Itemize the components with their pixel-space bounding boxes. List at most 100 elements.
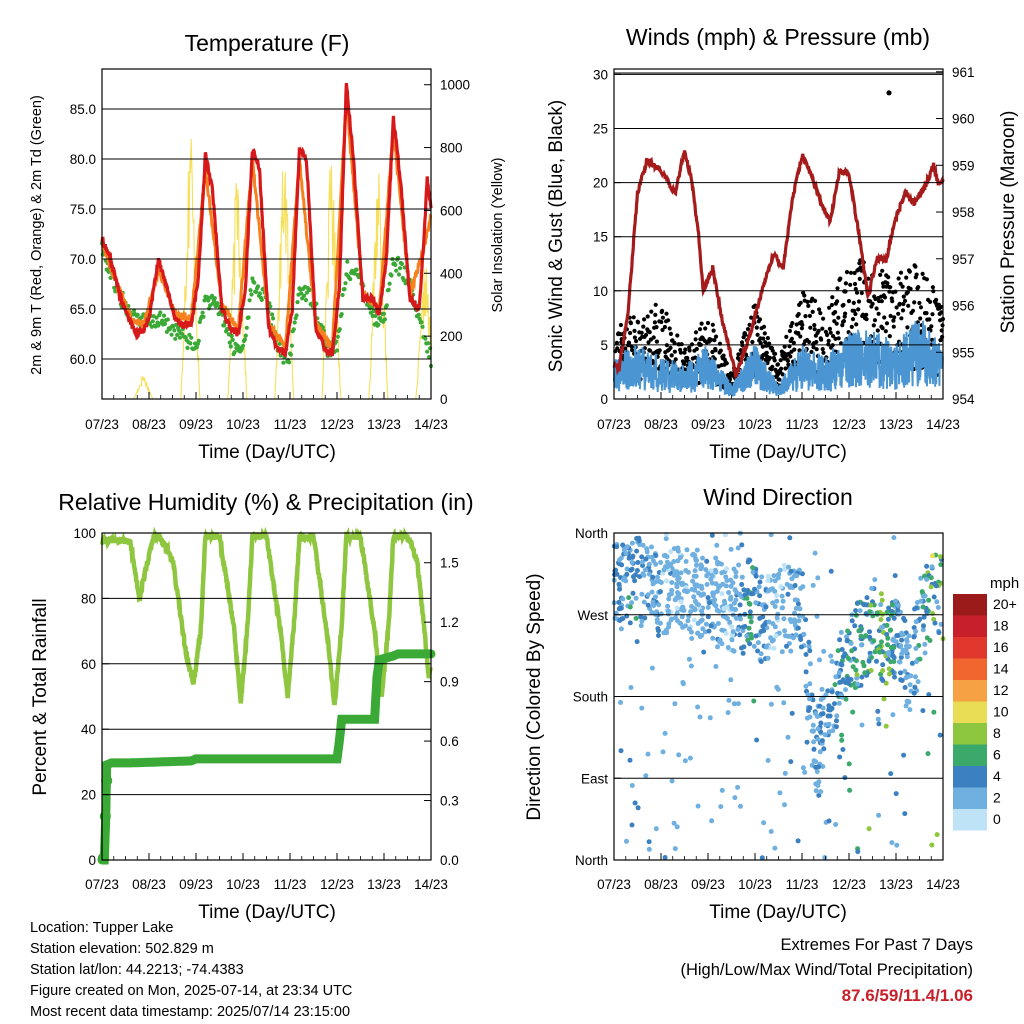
direction-point [806, 644, 812, 650]
temperature-plot-data [99, 82, 434, 400]
direction-point [819, 686, 825, 692]
direction-point [785, 591, 791, 597]
gust-point [902, 298, 908, 303]
dewpoint-point [150, 319, 155, 324]
direction-point [713, 581, 719, 587]
direction-point [909, 660, 915, 666]
direction-point [857, 608, 863, 614]
direction-point [733, 574, 739, 580]
direction-point [713, 555, 719, 561]
dewpoint-point [373, 313, 378, 318]
gust-point [930, 312, 935, 317]
direction-point [820, 705, 826, 711]
direction-point [889, 840, 895, 846]
dewpoint-point [354, 267, 359, 272]
direction-point [879, 676, 885, 682]
dewpoint-point [254, 289, 259, 294]
direction-point [931, 709, 937, 715]
direction-point [616, 599, 622, 605]
direction-point [705, 605, 711, 610]
dewpoint-point [426, 341, 431, 346]
dewpoint-point [194, 345, 199, 350]
direction-point [721, 606, 727, 611]
dewpoint-point [196, 338, 201, 343]
direction-point [755, 640, 761, 646]
direction-point [678, 570, 684, 576]
gust-point [899, 316, 904, 321]
pressure-right-tick-label: 955 [952, 345, 975, 360]
direction-xlabel: Time (Day/UTC) [709, 902, 847, 923]
gust-point [901, 301, 906, 307]
dewpoint-point [289, 343, 294, 348]
direction-point [707, 600, 713, 606]
dewpoint-point [342, 287, 347, 292]
dewpoint-point [165, 317, 170, 322]
gust-point [843, 289, 848, 294]
direction-point [733, 607, 739, 612]
direction-point [637, 574, 643, 580]
x-tick-label: 08/23 [132, 417, 166, 432]
legend-label: 16 [993, 639, 1009, 655]
direction-point [906, 699, 912, 705]
gust-point [896, 276, 901, 281]
dewpoint-point [302, 293, 307, 298]
humidity-left-tick-label: 80 [81, 591, 96, 606]
gust-point [843, 311, 848, 316]
direction-point [634, 548, 640, 554]
direction-point [897, 659, 903, 665]
direction-point [710, 635, 716, 641]
direction-point [931, 594, 937, 600]
solar-right-tick-label: 600 [440, 203, 463, 218]
direction-point [807, 705, 813, 711]
direction-point [618, 626, 624, 632]
gust-point [819, 337, 824, 342]
direction-point [649, 589, 655, 595]
legend-label: 10 [993, 704, 1009, 720]
humidity-right-ticks: 0.0 0.3 0.6 0.9 1.2 1.5 [424, 556, 459, 868]
direction-point [699, 632, 705, 638]
direction-point [834, 718, 839, 724]
direction-point [717, 637, 723, 643]
direction-point [774, 615, 780, 621]
direction-point [614, 544, 620, 550]
direction-point [716, 608, 722, 614]
direction-point [893, 791, 899, 797]
gust-point [849, 324, 854, 329]
direction-point [694, 547, 700, 553]
direction-point [774, 598, 780, 604]
direction-point [847, 787, 853, 793]
direction-point [737, 591, 743, 597]
gust-point [833, 310, 838, 315]
dewpoint-point [161, 313, 167, 318]
legend-swatch [953, 637, 987, 659]
humidity-left-tick-label: 20 [81, 788, 96, 803]
gust-point [916, 285, 921, 290]
direction-point [813, 759, 819, 765]
direction-point [906, 633, 912, 639]
gust-point [814, 347, 819, 352]
direction-point [704, 582, 710, 587]
direction-point [810, 722, 816, 728]
direction-point [702, 629, 708, 635]
direction-point [858, 633, 864, 639]
x-tick-label: 10/23 [738, 877, 772, 892]
direction-point [814, 769, 820, 775]
direction-point [859, 642, 864, 648]
direction-point [672, 701, 678, 707]
direction-point [727, 619, 733, 625]
legend-label: 2 [993, 790, 1001, 806]
direction-point [838, 693, 844, 699]
direction-point [619, 562, 625, 568]
direction-point [747, 609, 753, 615]
direction-point [768, 635, 774, 641]
direction-point [643, 773, 649, 779]
direction-point [666, 592, 672, 598]
direction-point [614, 571, 620, 577]
direction-point [911, 690, 917, 696]
direction-point [885, 616, 891, 622]
dewpoint-point [156, 323, 161, 328]
x-tick-label: 13/23 [879, 417, 913, 432]
direction-point [692, 568, 698, 574]
direction-point [633, 572, 638, 578]
gust-point [829, 302, 835, 308]
